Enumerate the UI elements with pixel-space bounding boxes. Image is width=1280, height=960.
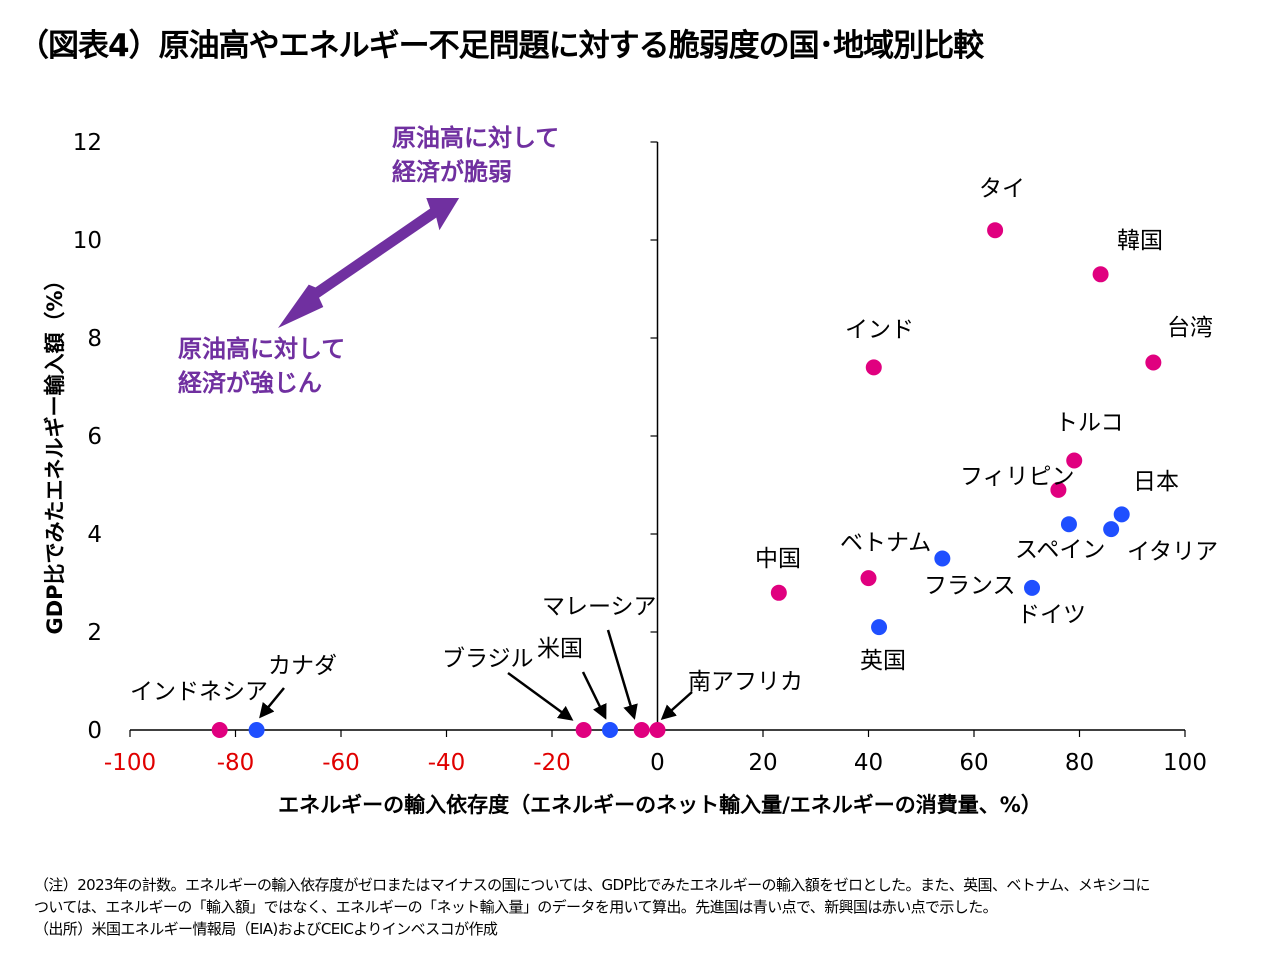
point-label: 米国 (537, 636, 583, 662)
data-point (649, 722, 666, 738)
data-point (934, 550, 951, 567)
point-label: ブラジル (442, 646, 534, 672)
x-tick-label: -20 (533, 750, 571, 776)
data-point (1113, 506, 1130, 523)
leader-arrow (581, 671, 607, 720)
page-title: （図表4）原油高やエネルギー不足問題に対する脆弱度の国･地域別比較 (18, 28, 984, 64)
y-tick-label: 2 (87, 620, 102, 646)
x-tick-label: 80 (1065, 750, 1094, 776)
x-tick-label: 60 (959, 750, 988, 776)
point-label: 韓国 (1117, 228, 1163, 254)
double-arrow-icon (278, 198, 460, 328)
data-point (1050, 481, 1067, 498)
point-label: 中国 (755, 546, 801, 572)
x-tick-label: 40 (854, 750, 883, 776)
point-label: イタリア (1127, 539, 1218, 565)
point-label: ドイツ (1017, 602, 1086, 628)
point-label: フランス (924, 573, 1016, 599)
data-point (1092, 266, 1109, 283)
y-tick-label: 4 (87, 522, 102, 548)
point-label: インドネシア (130, 679, 268, 705)
point-label: インド (845, 317, 914, 343)
y-tick-label: 10 (73, 228, 102, 254)
x-tick-label: 100 (1163, 750, 1207, 776)
note-line: （出所）米国エネルギー情報局（EIA)およびCEICよりインベスコが作成 (34, 920, 498, 938)
y-axis-label: GDP比でみたエネルギー輸入額（%） (43, 269, 67, 634)
x-tick-label: -60 (322, 750, 360, 776)
note-line: （注）2023年の計数。エネルギーの輸入依存度がゼロまたはマイナスの国については… (34, 876, 1151, 894)
data-point (248, 722, 265, 738)
data-point (987, 222, 1004, 239)
data-point (865, 359, 882, 376)
leader-arrow (606, 629, 638, 720)
point-label: 南アフリカ (688, 669, 803, 695)
point-label: カナダ (268, 653, 337, 679)
data-point (1060, 516, 1077, 533)
x-tick-label: -100 (104, 750, 156, 776)
y-tick-label: 6 (87, 424, 102, 450)
data-point (860, 570, 877, 587)
x-axis-label: エネルギーの輸入依存度（エネルギーのネット輸入量/エネルギーの消費量、%） (278, 793, 1042, 817)
note-line: ついては、エネルギーの「輸入額」ではなく、エネルギーの「ネット輸入量」のデータを… (34, 898, 998, 916)
vulnerability-annotation: 原油高に対して 経済が脆弱 原油高に対して 経済が強じん (178, 124, 559, 397)
data-point (770, 584, 787, 601)
y-tick-label: 8 (87, 326, 102, 352)
footnotes: （注）2023年の計数。エネルギーの輸入依存度がゼロまたはマイナスの国については… (34, 874, 1151, 940)
annotation-upper-line2: 経済が脆弱 (392, 158, 512, 186)
annotation-lower-line2: 経済が強じん (178, 369, 322, 397)
x-tick-label: 0 (650, 750, 665, 776)
x-tick-label: -80 (217, 750, 255, 776)
annotation-upper-line1: 原油高に対して (392, 124, 559, 152)
point-label: 日本 (1133, 469, 1179, 495)
data-point (1145, 354, 1162, 371)
data-point (575, 722, 592, 738)
data-point (1066, 452, 1083, 469)
annotation-lower-line1: 原油高に対して (178, 335, 345, 363)
data-point (602, 722, 619, 738)
y-tick-label: 0 (87, 718, 102, 744)
data-point (1024, 579, 1041, 596)
point-label: 英国 (860, 648, 906, 674)
x-tick-label: -40 (428, 750, 466, 776)
point-label: タイ (979, 176, 1025, 202)
leader-arrow (507, 671, 574, 721)
point-label: トルコ (1055, 410, 1124, 436)
data-point (211, 722, 228, 738)
point-label: 台湾 (1167, 315, 1213, 341)
x-tick-label: 20 (748, 750, 777, 776)
point-label: スペイン (1015, 537, 1105, 563)
data-point (1103, 521, 1120, 538)
point-label: ベトナム (840, 530, 931, 556)
data-point (633, 722, 650, 738)
y-tick-label: 12 (73, 130, 102, 156)
leader-arrow (660, 691, 693, 721)
data-point (871, 619, 888, 636)
point-label: フィリピン (960, 464, 1075, 490)
leader-arrow (259, 687, 285, 719)
point-label: マレーシア (542, 594, 657, 620)
